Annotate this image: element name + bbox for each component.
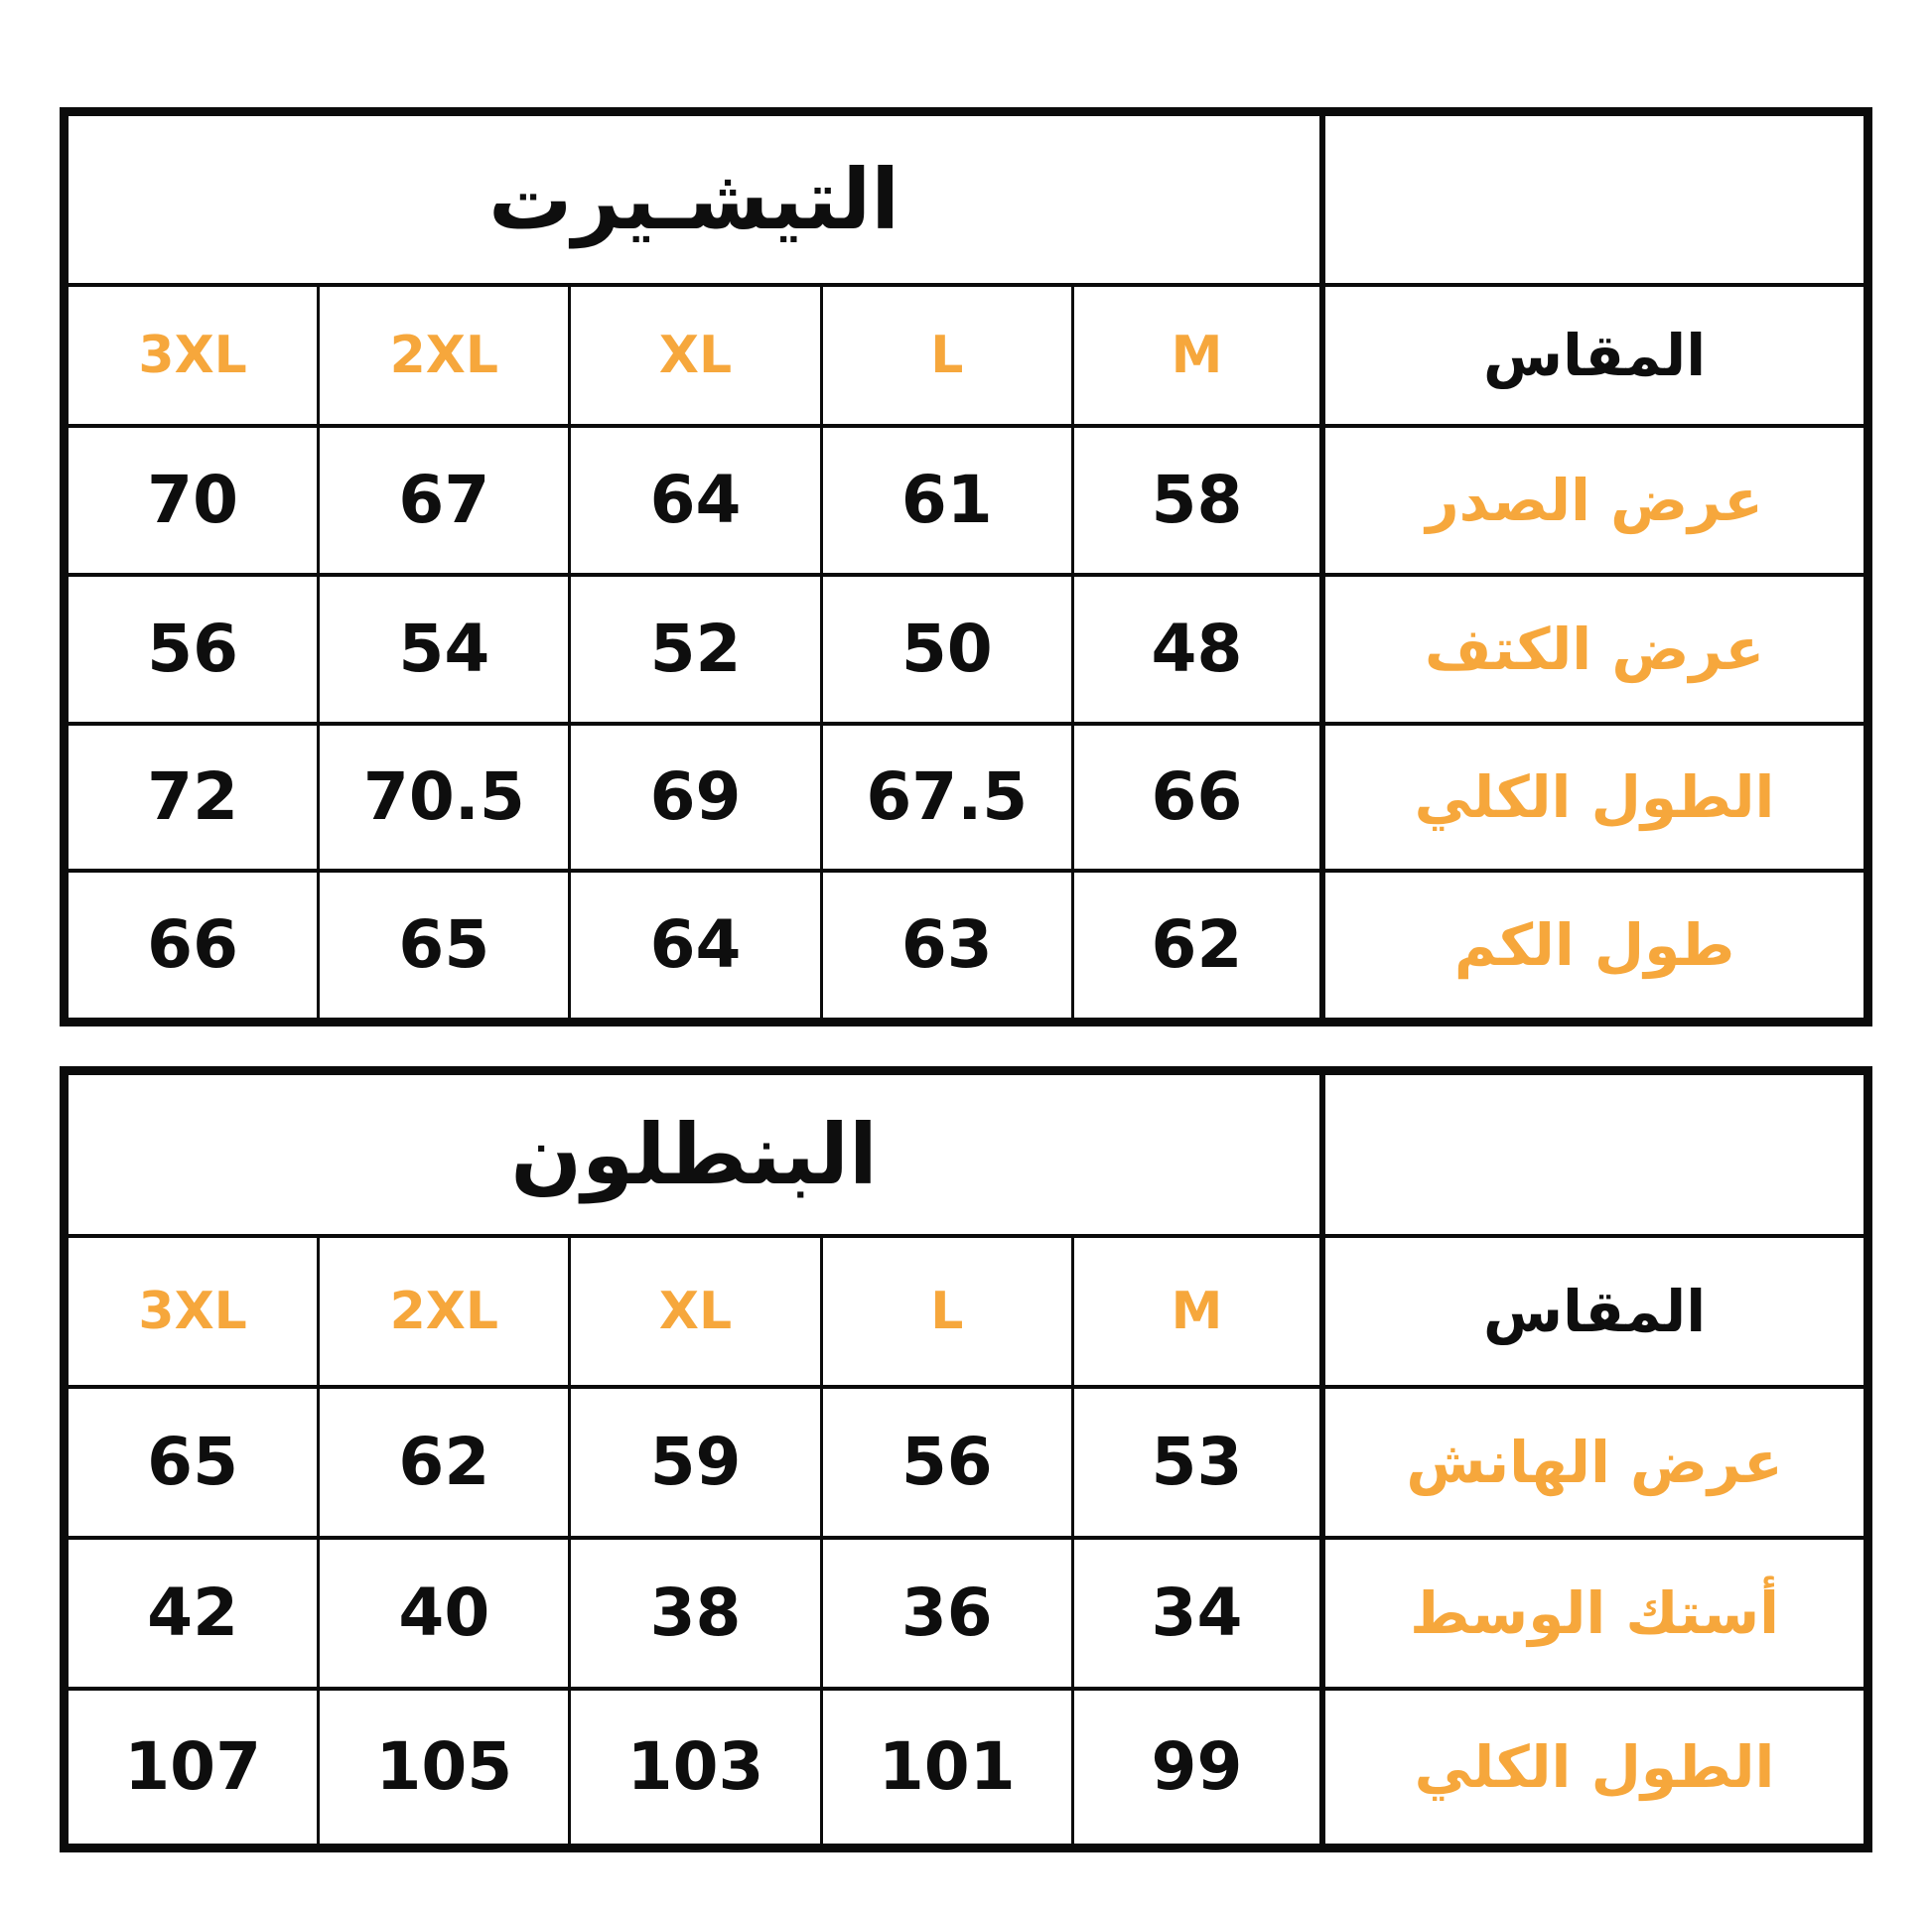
- tshirt-table-title: التيشـيرت: [69, 116, 1326, 287]
- pants-title-empty-cell: [1325, 1075, 1863, 1238]
- pants-waist-m: 34: [1073, 1540, 1326, 1691]
- pants-hip-m: 53: [1073, 1389, 1326, 1540]
- pants-hip-l: 56: [822, 1389, 1074, 1540]
- tshirt-chest-m: 58: [1073, 428, 1326, 577]
- pants-measure-header: المقاس: [1325, 1238, 1863, 1389]
- tshirt-measure-header: المقاس: [1325, 287, 1863, 428]
- pants-length-l: 101: [823, 1691, 1074, 1844]
- pants-hip-label: عرض الهانش: [1325, 1389, 1863, 1540]
- tshirt-chest-xl: 64: [571, 428, 823, 577]
- tshirt-chest-3xl: 70: [69, 428, 321, 577]
- pants-length-m: 99: [1074, 1691, 1326, 1844]
- pants-hip-xl: 59: [571, 1389, 823, 1540]
- pants-waist-label: أستك الوسط: [1325, 1540, 1863, 1691]
- pants-waist-2xl: 40: [320, 1540, 572, 1691]
- pants-size-table: البنطلون 3XL 2XL XL L M المقاس 65 62 59 …: [60, 1066, 1872, 1852]
- tshirt-shoulder-label: عرض الكتف: [1325, 577, 1863, 726]
- tshirt-length-xl: 69: [571, 726, 823, 873]
- tshirt-chest-l: 61: [822, 428, 1074, 577]
- tshirt-length-l: 67.5: [822, 726, 1074, 873]
- pants-size-header-xl: XL: [571, 1238, 823, 1389]
- tshirt-shoulder-xl: 52: [571, 577, 823, 726]
- tshirt-size-header-m: M: [1073, 287, 1326, 428]
- tshirt-size-header-l: L: [822, 287, 1074, 428]
- pants-size-header-2xl: 2XL: [320, 1238, 572, 1389]
- tshirt-shoulder-2xl: 54: [320, 577, 572, 726]
- pants-hip-3xl: 65: [69, 1389, 321, 1540]
- pants-waist-xl: 38: [571, 1540, 823, 1691]
- tshirt-size-table: التيشـيرت 3XL 2XL XL L M المقاس 70 67 64…: [60, 107, 1872, 1026]
- tshirt-sleeve-2xl: 65: [320, 873, 572, 1018]
- pants-table-title: البنطلون: [69, 1075, 1326, 1238]
- pants-size-header-m: M: [1073, 1238, 1326, 1389]
- pants-size-header-3xl: 3XL: [69, 1238, 321, 1389]
- tshirt-shoulder-m: 48: [1073, 577, 1326, 726]
- pants-waist-l: 36: [822, 1540, 1074, 1691]
- tshirt-shoulder-l: 50: [822, 577, 1074, 726]
- tshirt-shoulder-3xl: 56: [69, 577, 321, 726]
- pants-waist-3xl: 42: [69, 1540, 321, 1691]
- tshirt-sleeve-3xl: 66: [69, 873, 321, 1018]
- pants-length-xl: 103: [571, 1691, 823, 1844]
- tshirt-length-m: 66: [1073, 726, 1326, 873]
- tshirt-size-header-3xl: 3XL: [69, 287, 321, 428]
- pants-size-header-l: L: [822, 1238, 1074, 1389]
- tshirt-sleeve-label: طول الكم: [1453, 911, 1735, 979]
- tshirt-length-3xl: 72: [69, 726, 321, 873]
- pants-length-label: الطول الكلي: [1414, 1733, 1775, 1801]
- tshirt-size-header-xl: XL: [571, 287, 823, 428]
- pants-length-2xl: 105: [320, 1691, 572, 1844]
- tshirt-length-label: الطول الكلي: [1325, 726, 1863, 873]
- tshirt-sleeve-l: 63: [823, 873, 1074, 1018]
- tshirt-chest-2xl: 67: [320, 428, 572, 577]
- tshirt-chest-label: عرض الصدر: [1325, 428, 1863, 577]
- tshirt-sleeve-m: 62: [1074, 873, 1326, 1018]
- pants-hip-2xl: 62: [320, 1389, 572, 1540]
- tshirt-title-empty-cell: [1325, 116, 1863, 287]
- pants-length-3xl: 107: [69, 1691, 321, 1844]
- tshirt-length-2xl: 70.5: [320, 726, 572, 873]
- tshirt-size-header-2xl: 2XL: [320, 287, 572, 428]
- tshirt-sleeve-xl: 64: [571, 873, 823, 1018]
